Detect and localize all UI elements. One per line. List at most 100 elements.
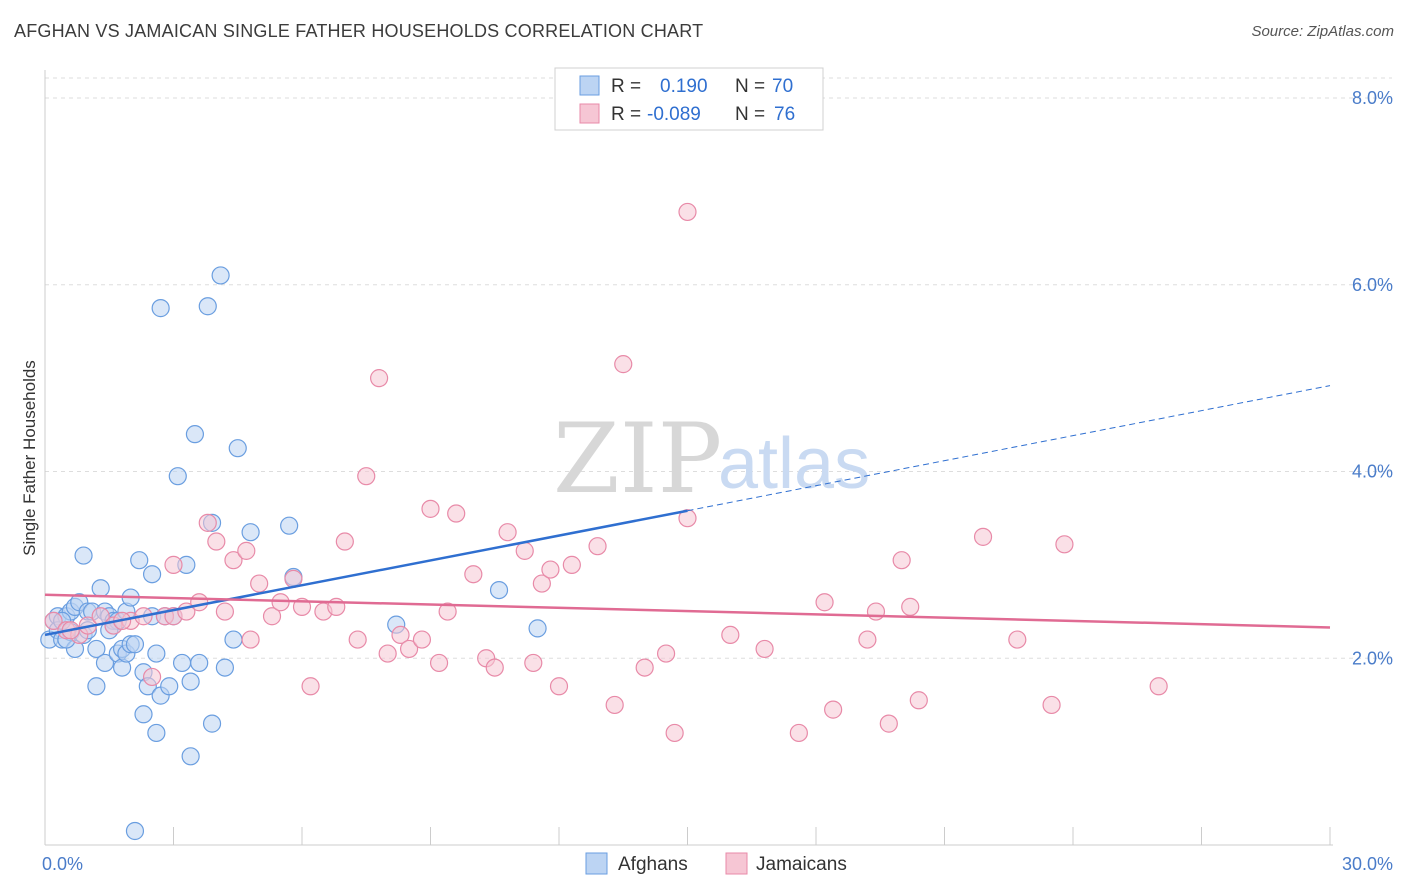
trend-lines: [44, 385, 1331, 637]
afghans-point-64: [125, 821, 145, 841]
jamaicans-point-52: [614, 355, 633, 374]
jamaicans-point-19: [241, 630, 260, 649]
jamaicans-point-57: [678, 509, 697, 528]
jamaicans-trend-line: [44, 593, 1331, 629]
jamaicans-point-25: [301, 677, 320, 696]
jamaicans-point-70: [1008, 630, 1027, 649]
jamaicans-point-43: [498, 523, 517, 542]
legend-n-label-jamaicans: N =: [735, 104, 765, 125]
afghans-point-47: [181, 672, 200, 691]
legend-n-label-afghans: N =: [735, 76, 765, 97]
afghans-trend-extension: [687, 385, 1331, 512]
jamaicans-point-44: [515, 541, 534, 560]
jamaicans-point-53: [635, 658, 654, 677]
series-jamaicans-points: [44, 202, 1168, 743]
legend-r-label-jamaicans: R =: [611, 104, 641, 125]
afghans-point-34: [134, 705, 153, 724]
afghans-point-62: [528, 619, 547, 638]
jamaicans-point-18: [237, 541, 256, 560]
jamaicans-point-28: [335, 532, 354, 551]
watermark-atlas: atlas: [718, 424, 870, 504]
afghans-point-15: [87, 639, 106, 659]
jamaicans-point-15: [207, 532, 226, 551]
grid-lines: [45, 77, 1392, 659]
afghans-point-53: [202, 714, 222, 733]
afghans-point-17: [91, 579, 110, 598]
jamaicans-point-49: [562, 555, 581, 574]
afghans-point-37: [142, 565, 162, 584]
jamaicans-point-0: [44, 611, 63, 631]
jamaicans-point-35: [412, 630, 432, 649]
axes: [44, 70, 1333, 846]
y-tick-label-0: 2.0%: [1352, 648, 1393, 668]
x-tick-label-1: 30.0%: [1342, 854, 1393, 874]
jamaicans-point-39: [447, 504, 466, 523]
jamaicans-point-20: [250, 574, 269, 593]
afghans-point-42: [160, 677, 179, 696]
series-legend-swatch-afghans: [585, 852, 608, 875]
afghans-point-39: [147, 723, 166, 743]
afghans-point-45: [172, 653, 192, 673]
afghans-point-55: [215, 658, 234, 677]
jamaicans-point-67: [901, 597, 920, 616]
watermark: ZIP atlas: [553, 403, 870, 515]
afghans-point-32: [130, 551, 149, 570]
legend-swatch-afghans: [579, 75, 600, 96]
jamaicans-point-17: [224, 551, 243, 570]
jamaicans-point-11: [164, 555, 183, 574]
afghans-point-56: [224, 630, 243, 649]
x-tick-label-0: 0.0%: [42, 854, 83, 874]
jamaicans-point-66: [892, 551, 911, 570]
jamaicans-point-71: [1042, 695, 1061, 715]
jamaicans-point-21: [262, 607, 282, 626]
afghans-point-59: [280, 516, 299, 535]
jamaicans-point-62: [824, 700, 843, 719]
legend-r-label-afghans: R =: [611, 76, 641, 97]
afghans-point-54: [211, 266, 230, 285]
jamaicans-point-31: [370, 369, 389, 388]
afghans-point-19: [95, 653, 115, 673]
jamaicans-point-32: [378, 644, 397, 663]
jamaicans-point-36: [421, 499, 440, 518]
afghans-point-51: [198, 297, 217, 316]
jamaicans-point-29: [348, 630, 367, 649]
jamaicans-point-42: [485, 658, 504, 677]
jamaicans-point-63: [858, 630, 877, 649]
jamaicans-point-40: [464, 565, 483, 584]
jamaicans-point-38: [438, 602, 457, 621]
series-legend: Afghans Jamaicans: [585, 852, 847, 875]
jamaicans-point-58: [721, 625, 740, 645]
afghans-point-50: [190, 653, 209, 673]
jamaicans-point-14: [198, 513, 217, 532]
afghans-point-41: [151, 299, 170, 318]
jamaicans-point-59: [755, 639, 774, 659]
watermark-zip: ZIP: [553, 403, 722, 515]
afghans-point-57: [228, 439, 247, 458]
y-axis-label: Single Father Households: [20, 360, 39, 556]
jamaicans-point-60: [789, 723, 808, 743]
jamaicans-point-61: [815, 593, 834, 612]
jamaicans-point-16: [215, 602, 234, 621]
jamaicans-point-69: [973, 527, 993, 546]
afghans-point-49: [185, 425, 205, 444]
stats-legend: R = 0.190 N = 70 R = -0.089 N = 76: [554, 67, 824, 131]
y-tick-label-3: 8.0%: [1352, 88, 1393, 108]
afghans-point-58: [241, 523, 260, 542]
jamaicans-point-73: [1149, 677, 1168, 696]
jamaicans-point-8: [142, 667, 162, 687]
afghans-point-44: [168, 467, 187, 486]
afghans-point-12: [74, 546, 93, 565]
afghans-point-16: [87, 677, 106, 696]
jamaicans-point-54: [656, 644, 676, 663]
jamaicans-point-64: [866, 602, 886, 621]
jamaicans-point-37: [429, 653, 449, 673]
y-tick-label-2: 6.0%: [1352, 275, 1393, 295]
afghans-point-38: [147, 644, 166, 663]
jamaicans-point-33: [391, 625, 410, 645]
afghans-point-61: [489, 580, 509, 600]
jamaicans-point-51: [605, 695, 624, 715]
jamaicans-point-65: [879, 714, 898, 733]
jamaicans-point-13: [190, 593, 209, 612]
series-legend-label-jamaicans: Jamaicans: [756, 854, 847, 875]
